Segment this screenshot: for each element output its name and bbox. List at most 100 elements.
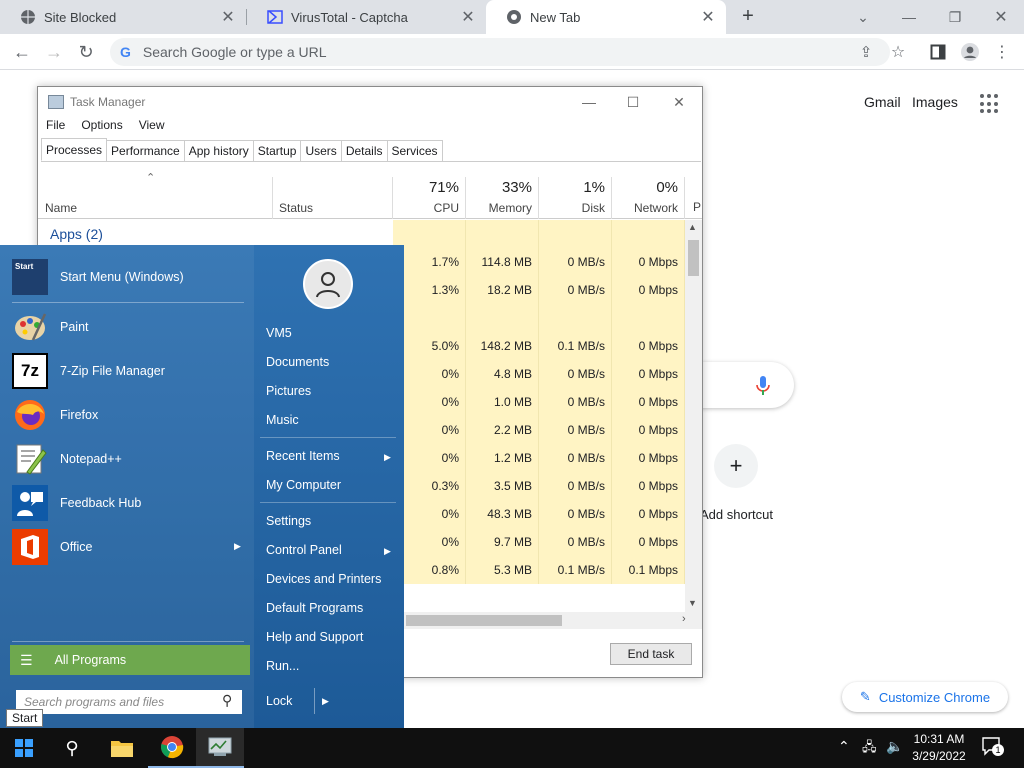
back-arrow-icon[interactable]: ←	[13, 41, 31, 62]
table-row[interactable]: 0.8% 5.3 MB 0.1 MB/s 0.1 Mbps	[38, 556, 685, 584]
bookmark-star-icon[interactable]: ☆	[890, 44, 906, 61]
place-my-computer[interactable]: My Computer	[266, 478, 342, 492]
google-apps-icon[interactable]	[980, 94, 1000, 114]
all-programs-button[interactable]: ☰ All Programs	[10, 645, 250, 675]
scroll-thumb[interactable]	[688, 240, 699, 276]
vertical-scrollbar[interactable]: ▲ ▼	[685, 220, 702, 612]
scroll-down-icon[interactable]: ▼	[688, 598, 697, 608]
tab-processes[interactable]: Processes	[41, 138, 108, 161]
scroll-right-icon[interactable]: ›	[682, 613, 686, 625]
column-network[interactable]: 0% Network	[612, 177, 685, 219]
images-link[interactable]: Images	[912, 94, 958, 110]
lock-button[interactable]: Lock ▶	[258, 688, 336, 714]
place-run[interactable]: Run...	[266, 659, 300, 673]
start-search-input[interactable]: Search programs and files ⚲	[16, 690, 242, 714]
place-help-support[interactable]: Help and Support	[266, 630, 364, 644]
user-avatar[interactable]	[303, 259, 353, 309]
add-shortcut-label[interactable]: Add shortcut	[700, 507, 773, 522]
close-tab-icon[interactable]: ✕	[221, 9, 235, 26]
hscroll-thumb[interactable]	[406, 615, 562, 626]
volume-icon[interactable]: 🔈	[886, 738, 904, 754]
tab-site-blocked[interactable]: Site Blocked ✕	[0, 0, 246, 34]
side-panel-icon[interactable]	[926, 40, 950, 64]
column-memory[interactable]: 33% Memory	[466, 177, 539, 219]
tab-startup[interactable]: Startup	[252, 140, 302, 161]
search-box[interactable]	[700, 362, 794, 408]
omnibox[interactable]: G Search Google or type a URL	[110, 38, 890, 66]
windows-start-icon[interactable]	[0, 728, 48, 768]
table-row[interactable]: 5.0% 148.2 MB 0.1 MB/s 0 Mbps	[38, 332, 685, 360]
gmail-link[interactable]: Gmail	[864, 94, 901, 110]
file-explorer-icon[interactable]	[98, 728, 146, 768]
place-devices-printers[interactable]: Devices and Printers	[266, 572, 382, 586]
search-icon[interactable]: ⚲	[222, 692, 233, 708]
program-notepadpp[interactable]: Notepad++	[12, 437, 248, 481]
system-clock[interactable]: 10:31 AM 3/29/2022	[906, 731, 972, 765]
column-status[interactable]: Status	[273, 177, 393, 219]
new-tab-button[interactable]: +	[742, 5, 754, 27]
place-user[interactable]: VM5	[266, 326, 292, 340]
table-row[interactable]: 0% 2.2 MB 0 MB/s 0 Mbps	[38, 416, 685, 444]
place-documents[interactable]: Documents	[266, 355, 330, 369]
tab-users[interactable]: Users	[300, 140, 342, 161]
profile-avatar-icon[interactable]	[958, 40, 982, 64]
place-default-programs[interactable]: Default Programs	[266, 601, 364, 615]
reload-icon[interactable]: ↻	[78, 41, 94, 62]
table-row[interactable]	[38, 304, 685, 332]
tab-performance[interactable]: Performance	[106, 140, 185, 161]
lock-options-arrow-icon[interactable]: ▶	[314, 688, 336, 714]
table-row[interactable]: 1.7% 114.8 MB 0 MB/s 0 Mbps	[38, 248, 685, 276]
table-row[interactable]: 0.3% 3.5 MB 0 MB/s 0 Mbps	[38, 472, 685, 500]
close-window-icon[interactable]: ✕	[994, 9, 1008, 26]
program-firefox[interactable]: Firefox	[12, 393, 248, 437]
menu-options[interactable]: Options	[81, 118, 123, 132]
forward-arrow-icon[interactable]: →	[45, 41, 63, 62]
table-row[interactable]: 0% 1.2 MB 0 MB/s 0 Mbps	[38, 444, 685, 472]
scroll-up-icon[interactable]: ▲	[688, 222, 697, 232]
task-manager-titlebar[interactable]: Task Manager	[38, 87, 702, 117]
search-icon[interactable]: ⚲	[65, 737, 79, 758]
program-7zip[interactable]: 7z 7-Zip File Manager	[12, 349, 248, 393]
tab-new-tab[interactable]: New Tab ✕	[486, 0, 726, 34]
microphone-icon[interactable]	[756, 375, 770, 397]
task-manager-taskbar-icon[interactable]	[196, 728, 244, 768]
restore-icon[interactable]: ❐	[948, 8, 962, 25]
program-office[interactable]: Office ▶	[12, 525, 248, 569]
place-settings[interactable]: Settings	[266, 514, 312, 528]
network-icon[interactable]: 🖧	[862, 739, 877, 754]
close-icon[interactable]: ✕	[673, 93, 685, 110]
tab-app-history[interactable]: App history	[183, 140, 254, 161]
table-row[interactable]: 1.3% 18.2 MB 0 MB/s 0 Mbps	[38, 276, 685, 304]
table-row[interactable]: 0% 9.7 MB 0 MB/s 0 Mbps	[38, 528, 685, 556]
tab-details[interactable]: Details	[340, 140, 388, 161]
customize-chrome-button[interactable]: ✎ Customize Chrome	[842, 682, 1008, 712]
end-task-button[interactable]: End task	[610, 643, 692, 665]
horizontal-scrollbar[interactable]: ›	[378, 612, 702, 629]
add-shortcut-button[interactable]: +	[714, 444, 758, 488]
minimize-icon[interactable]: —	[902, 9, 916, 25]
place-music[interactable]: Music	[266, 413, 299, 427]
close-tab-icon[interactable]: ✕	[461, 9, 475, 26]
program-start-menu-windows[interactable]: Start Start Menu (Windows)	[12, 255, 248, 299]
menu-file[interactable]: File	[46, 118, 66, 132]
tab-virustotal[interactable]: VirusTotal - Captcha ✕	[247, 0, 486, 34]
show-hidden-icons-icon[interactable]: ⌃	[838, 738, 850, 754]
column-cpu[interactable]: 71% CPU	[393, 177, 466, 219]
program-feedback-hub[interactable]: Feedback Hub	[12, 481, 248, 525]
column-name[interactable]: Name	[38, 177, 273, 219]
maximize-icon[interactable]: ☐	[626, 93, 640, 110]
column-disk[interactable]: 1% Disk	[539, 177, 612, 219]
group-header-apps[interactable]: Apps (2)	[38, 220, 685, 248]
table-row[interactable]: 0% 1.0 MB 0 MB/s 0 Mbps	[38, 388, 685, 416]
minimize-icon[interactable]: —	[582, 94, 596, 110]
tab-services[interactable]: Services	[386, 140, 443, 161]
column-power-partial[interactable]: P	[693, 200, 702, 214]
chrome-taskbar-icon[interactable]	[148, 728, 196, 768]
tab-search-icon[interactable]: ⌄	[857, 8, 869, 25]
menu-kebab-icon[interactable]: ⋮	[994, 44, 1010, 61]
place-control-panel[interactable]: Control Panel	[266, 543, 342, 557]
table-row[interactable]: 0% 4.8 MB 0 MB/s 0 Mbps	[38, 360, 685, 388]
action-center-icon[interactable]: 1	[982, 737, 1004, 757]
program-paint[interactable]: Paint	[12, 305, 248, 349]
close-tab-icon[interactable]: ✕	[701, 9, 715, 26]
